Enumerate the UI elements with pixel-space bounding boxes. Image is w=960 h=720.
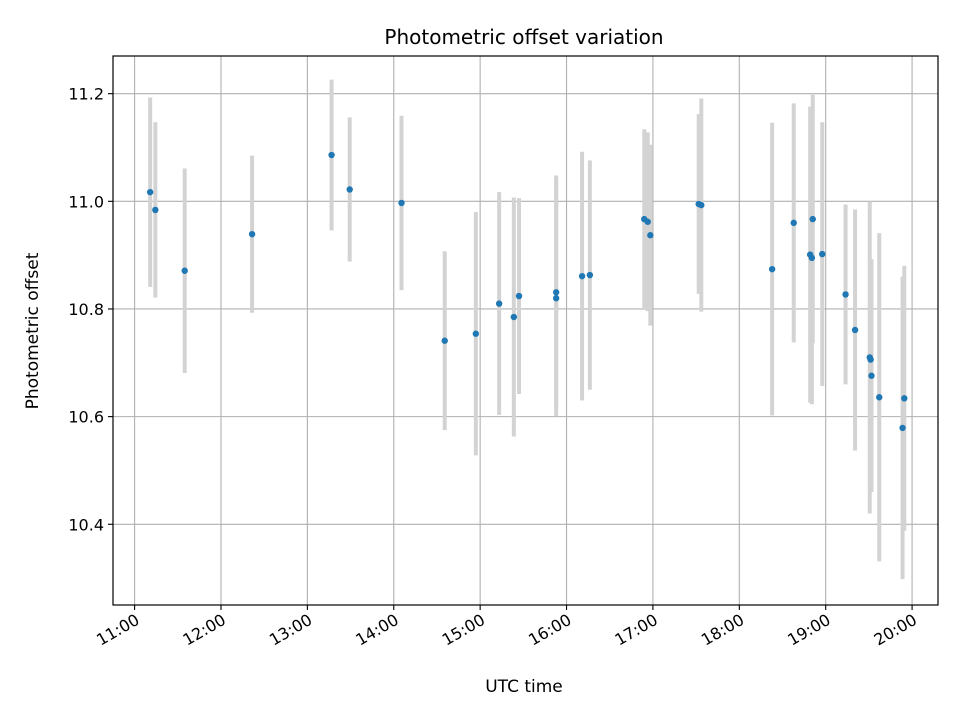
data-point: [901, 395, 908, 402]
y-tick-label: 10.6: [68, 408, 104, 427]
data-point: [644, 218, 651, 225]
data-point: [441, 337, 448, 344]
data-point: [790, 219, 797, 227]
data-point: [346, 186, 353, 193]
y-tick-label: 10.8: [68, 300, 104, 319]
data-point: [868, 372, 875, 379]
data-point: [876, 394, 883, 401]
y-axis: 10.4 10.6 10.8 11.0 11.2: [68, 85, 113, 534]
y-tick-label: 11.0: [68, 192, 104, 211]
data-point: [552, 295, 560, 302]
data-point: [851, 326, 859, 334]
data-point: [808, 254, 816, 262]
data-point: [819, 250, 826, 258]
data-point: [586, 271, 594, 279]
data-point: [899, 424, 906, 432]
data-points: [146, 151, 908, 432]
data-point: [248, 230, 256, 238]
data-point: [181, 267, 188, 274]
chart-title: Photometric offset variation: [384, 25, 663, 49]
plot-frame: [112, 55, 939, 606]
data-point: [472, 330, 480, 337]
y-axis-label: Photometric offset: [23, 252, 43, 409]
data-point: [647, 232, 654, 239]
data-point: [768, 265, 776, 273]
data-point: [578, 272, 586, 280]
data-point: [842, 291, 849, 298]
data-point: [515, 292, 523, 300]
data-point: [867, 356, 874, 363]
x-axis-label: UTC time: [485, 677, 563, 697]
data-point: [398, 199, 405, 207]
data-point: [552, 289, 560, 296]
data-point: [495, 300, 503, 307]
y-tick-label: 11.2: [68, 85, 104, 104]
data-point: [698, 201, 705, 209]
data-point: [152, 206, 159, 214]
grid: [113, 56, 938, 605]
data-point: [146, 188, 154, 196]
data-point: [510, 313, 518, 321]
data-point: [328, 151, 335, 159]
data-point: [809, 215, 816, 223]
y-tick-label: 10.4: [68, 515, 104, 534]
